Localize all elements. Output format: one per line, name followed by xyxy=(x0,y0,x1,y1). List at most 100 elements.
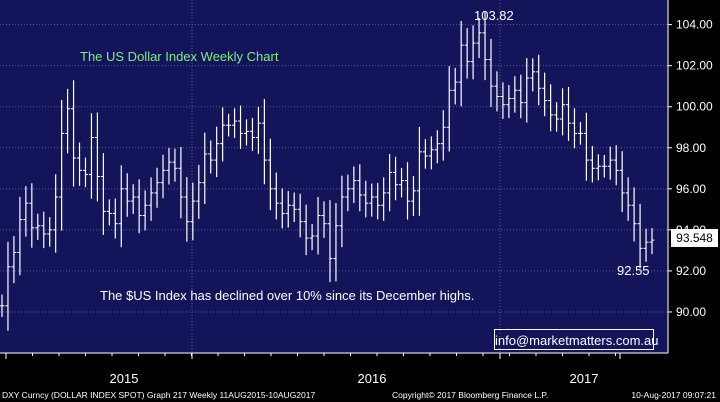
price-bar xyxy=(160,154,166,199)
y-tick-label: 100.00 xyxy=(676,100,713,114)
x-tick-label: 2015 xyxy=(110,371,139,386)
price-bar xyxy=(500,82,506,119)
price-bar xyxy=(273,172,279,220)
price-bar xyxy=(0,294,5,318)
price-bar xyxy=(416,126,422,216)
price-bar xyxy=(279,188,285,229)
price-bar xyxy=(41,211,47,249)
price-bar xyxy=(249,117,255,151)
price-bar xyxy=(369,183,375,217)
price-bar xyxy=(583,112,589,181)
price-bar xyxy=(387,153,393,212)
price-bar xyxy=(214,126,220,178)
price-bar xyxy=(428,136,434,170)
price-bar xyxy=(494,71,500,112)
footer-bar: DXY Curncy (DOLLAR INDEX SPOT) Graph 217… xyxy=(0,388,720,402)
price-bar xyxy=(309,224,315,251)
price-bar xyxy=(100,153,106,235)
price-bar xyxy=(351,166,357,203)
price-bar xyxy=(321,201,327,238)
price-bar xyxy=(506,85,512,119)
price-bar xyxy=(190,182,196,241)
price-bar xyxy=(267,138,273,211)
y-axis: 90.0092.0094.0096.0098.00100.00102.00104… xyxy=(667,0,713,353)
price-bar xyxy=(243,119,249,146)
price-bar xyxy=(23,186,29,237)
price-bar xyxy=(297,193,303,238)
price-bar xyxy=(315,197,321,255)
price-bar xyxy=(464,28,470,79)
price-bar xyxy=(619,151,625,213)
price-bar xyxy=(476,17,482,58)
price-bar xyxy=(261,98,267,185)
plot-background xyxy=(0,0,668,353)
price-bar xyxy=(154,167,160,208)
price-bar xyxy=(53,174,59,253)
price-bar xyxy=(184,177,190,242)
y-tick-label: 90.00 xyxy=(676,305,706,319)
price-bar xyxy=(375,182,381,220)
x-axis-strip xyxy=(0,353,668,388)
price-bar xyxy=(71,80,77,187)
price-bar xyxy=(613,145,619,186)
price-bar xyxy=(232,108,238,138)
price-bar xyxy=(530,58,536,92)
price-bar xyxy=(405,162,411,220)
price-bar xyxy=(333,202,339,282)
price-bar xyxy=(452,67,458,105)
y-tick-label: 104.00 xyxy=(676,18,713,32)
last-price-label: 93.548 xyxy=(671,229,718,247)
price-bar xyxy=(637,203,643,269)
price-bar xyxy=(88,113,94,199)
y-tick-label: 98.00 xyxy=(676,141,706,155)
price-bar xyxy=(434,130,440,164)
price-bar xyxy=(577,122,583,145)
price-bar xyxy=(345,174,351,212)
price-bar xyxy=(148,177,154,221)
price-bar xyxy=(458,20,464,107)
price-bar xyxy=(172,148,178,182)
price-bar xyxy=(393,156,399,201)
price-bar xyxy=(363,180,369,218)
price-bar xyxy=(625,177,631,221)
chart-title: The US Dollar Index Weekly Chart xyxy=(80,49,279,64)
price-bar xyxy=(285,191,291,228)
price-bar xyxy=(542,72,548,117)
price-bar xyxy=(643,228,649,262)
price-bar xyxy=(601,154,607,178)
price-bar xyxy=(220,107,226,162)
price-bar xyxy=(357,164,363,212)
price-bar xyxy=(649,228,655,255)
price-bar xyxy=(303,204,309,256)
price-bar xyxy=(255,106,261,154)
price-bar xyxy=(589,145,595,183)
footer-ticker-info: DXY Curncy (DOLLAR INDEX SPOT) Graph 217… xyxy=(2,390,316,400)
price-bar xyxy=(11,236,17,284)
price-bar xyxy=(94,112,100,202)
price-bar xyxy=(327,200,333,283)
grid-lines xyxy=(0,0,668,353)
price-bar xyxy=(470,25,476,80)
price-bar xyxy=(554,102,560,132)
watermark: info@marketmatters.com.au xyxy=(494,329,658,350)
price-bar xyxy=(202,132,208,205)
footer-timestamp: 10-Aug-2017 09:07:21 xyxy=(631,390,716,400)
price-bar xyxy=(440,110,446,161)
price-bar xyxy=(536,54,542,106)
price-bar xyxy=(59,99,65,231)
price-bar xyxy=(29,183,35,248)
x-tick-label: 2016 xyxy=(358,371,387,386)
y-tick-label: 102.00 xyxy=(676,59,713,73)
price-bar xyxy=(118,165,124,248)
price-bar xyxy=(595,154,601,181)
price-bar xyxy=(422,139,428,169)
price-bar xyxy=(381,177,387,221)
footer-copyright: Copyright© 2017 Bloomberg Finance L.P. xyxy=(392,390,549,400)
low-callout: 92.55 xyxy=(617,263,650,278)
price-bar xyxy=(196,164,202,219)
price-bar xyxy=(47,217,53,247)
price-bar xyxy=(291,192,297,223)
price-bar xyxy=(136,179,142,234)
